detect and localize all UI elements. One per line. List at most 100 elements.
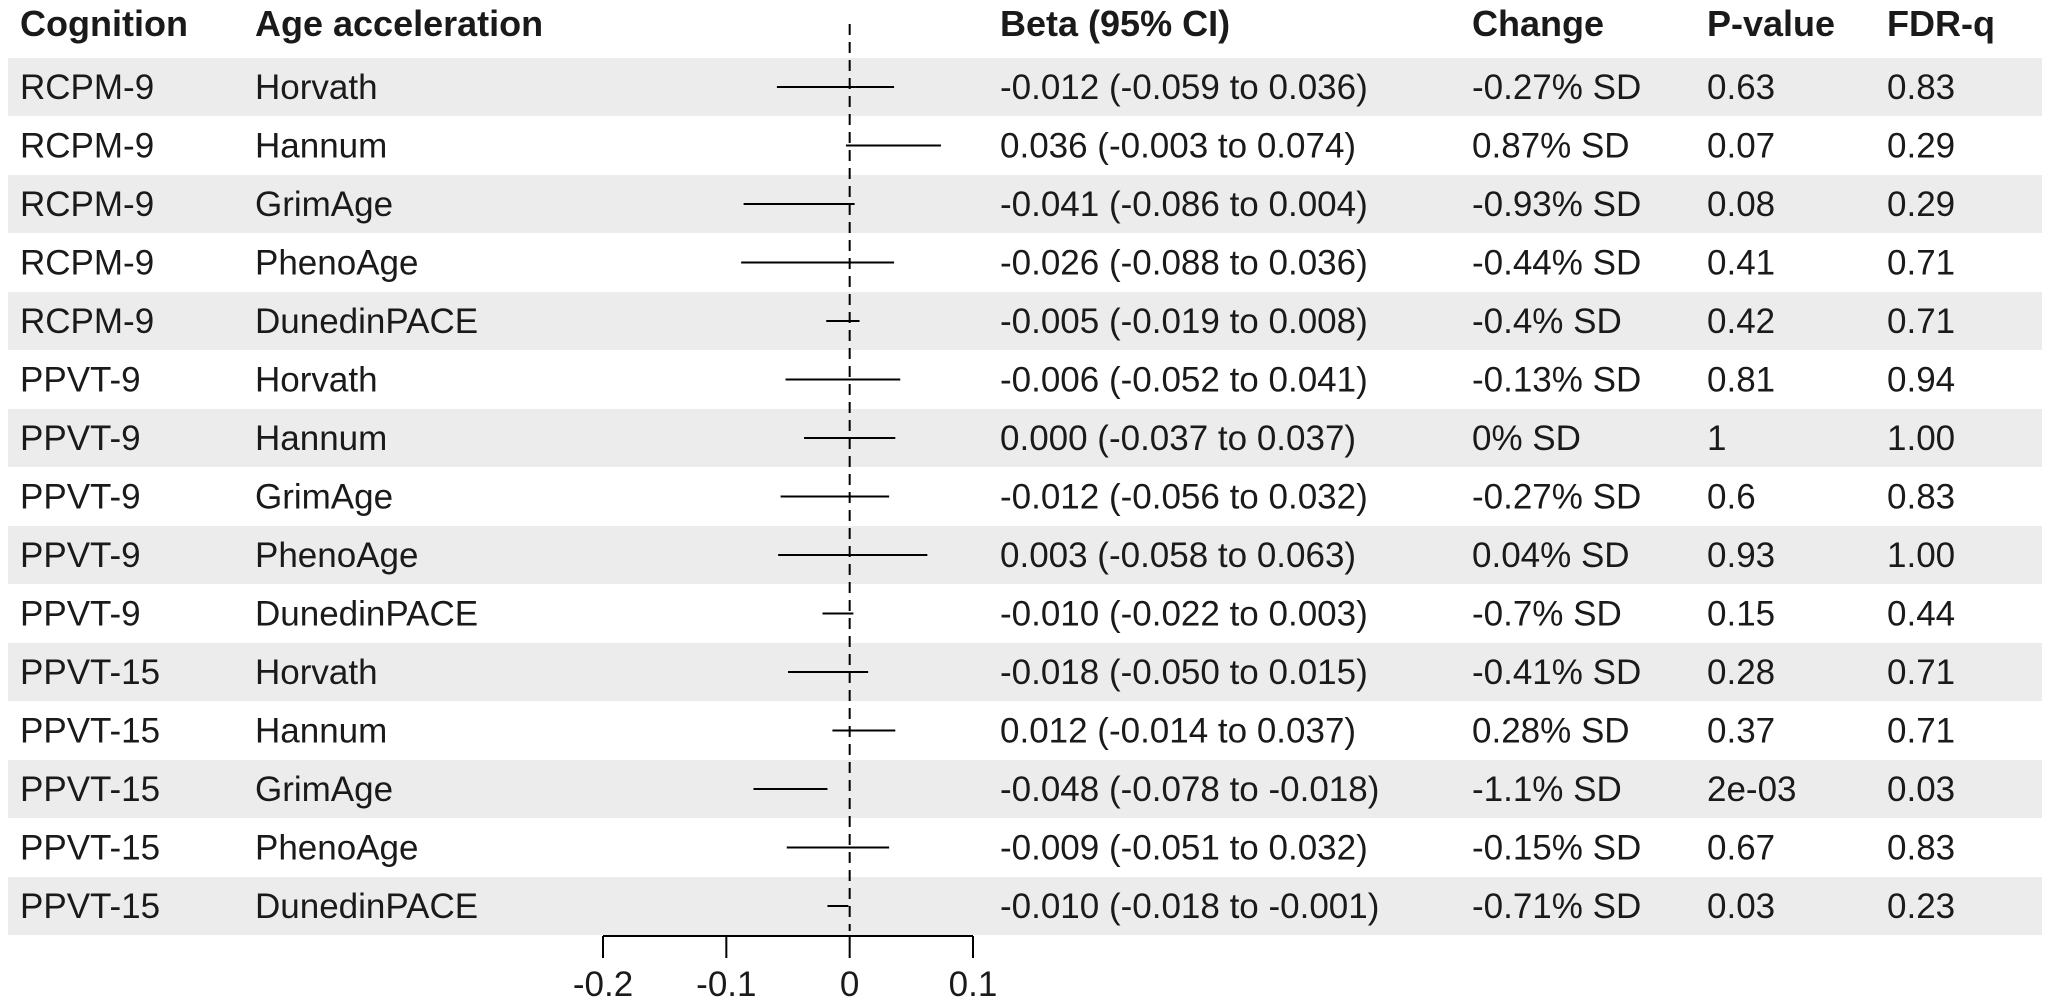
row-stripe: [8, 760, 2042, 818]
beta-ci-cell: -0.012 (-0.056 to 0.032): [1000, 478, 1368, 517]
header-cognition: Cognition: [20, 3, 188, 44]
header-change: Change: [1472, 3, 1604, 44]
beta-ci-cell: -0.006 (-0.052 to 0.041): [1000, 361, 1368, 400]
change-cell: -0.4% SD: [1472, 302, 1622, 341]
fdr-q-cell: 0.94: [1887, 361, 1955, 400]
change-cell: 0.04% SD: [1472, 536, 1630, 575]
beta-ci-cell: -0.012 (-0.059 to 0.036): [1000, 68, 1368, 107]
cognition-cell: PPVT-15: [20, 770, 160, 809]
table-row: PPVT-9 GrimAge -0.012 (-0.056 to 0.032) -0.…: [20, 478, 1955, 517]
beta-ci-cell: 0.012 (-0.014 to 0.037): [1000, 712, 1356, 751]
age-acceleration-cell: PhenoAge: [255, 536, 418, 575]
p-value-cell: 0.41: [1707, 244, 1775, 283]
cognition-cell: PPVT-9: [20, 536, 141, 575]
fdr-q-cell: 0.71: [1887, 302, 1955, 341]
p-value-cell: 0.07: [1707, 127, 1775, 166]
table-row: PPVT-9 PhenoAge 0.003 (-0.058 to 0.063) 0.0…: [20, 536, 1955, 575]
cognition-cell: RCPM-9: [20, 68, 154, 107]
cognition-cell: PPVT-15: [20, 712, 160, 751]
x-tick-label: -0.1: [696, 965, 756, 1004]
fdr-q-cell: 0.83: [1887, 478, 1955, 517]
change-cell: -0.93% SD: [1472, 185, 1641, 224]
change-cell: 0.28% SD: [1472, 712, 1630, 751]
cognition-cell: PPVT-9: [20, 361, 141, 400]
beta-ci-cell: -0.005 (-0.019 to 0.008): [1000, 302, 1368, 341]
fdr-q-cell: 0.71: [1887, 653, 1955, 692]
p-value-cell: 0.15: [1707, 595, 1775, 634]
fdr-q-cell: 0.29: [1887, 127, 1955, 166]
beta-ci-cell: -0.018 (-0.050 to 0.015): [1000, 653, 1368, 692]
table-row: RCPM-9 DunedinPACE -0.005 (-0.019 to 0.008…: [20, 302, 1955, 341]
row-stripe: [8, 877, 2042, 935]
table-row: PPVT-15 Horvath -0.018 (-0.050 to 0.015) -0…: [20, 653, 1955, 692]
table-row: PPVT-9 DunedinPACE -0.010 (-0.022 to 0.003…: [20, 595, 1955, 634]
cognition-cell: RCPM-9: [20, 127, 154, 166]
row-stripe: [8, 292, 2042, 350]
fdr-q-cell: 0.83: [1887, 68, 1955, 107]
p-value-cell: 0.08: [1707, 185, 1775, 224]
table-row: PPVT-9 Horvath -0.006 (-0.052 to 0.041) -0.…: [20, 361, 1955, 400]
beta-ci-cell: 0.000 (-0.037 to 0.037): [1000, 419, 1356, 458]
fdr-q-cell: 1.00: [1887, 536, 1955, 575]
table-row: PPVT-15 GrimAge -0.048 (-0.078 to -0.018) -…: [20, 770, 1955, 809]
table-row: RCPM-9 GrimAge -0.041 (-0.086 to 0.004) -0.…: [20, 185, 1955, 224]
age-acceleration-cell: DunedinPACE: [255, 302, 478, 341]
change-cell: -0.15% SD: [1472, 829, 1641, 868]
row-stripe: [8, 409, 2042, 467]
cognition-cell: PPVT-15: [20, 653, 160, 692]
change-cell: -0.13% SD: [1472, 361, 1641, 400]
p-value-cell: 0.03: [1707, 887, 1775, 926]
cognition-cell: RCPM-9: [20, 302, 154, 341]
row-stripe: [8, 643, 2042, 701]
beta-ci-cell: -0.041 (-0.086 to 0.004): [1000, 185, 1368, 224]
table-row: PPVT-15 PhenoAge -0.009 (-0.051 to 0.032) -…: [20, 829, 1955, 868]
age-acceleration-cell: GrimAge: [255, 185, 393, 224]
age-acceleration-cell: DunedinPACE: [255, 887, 478, 926]
beta-ci-cell: -0.026 (-0.088 to 0.036): [1000, 244, 1368, 283]
header-p-value: P-value: [1707, 3, 1835, 44]
header-beta: Beta (95% CI): [1000, 3, 1230, 44]
beta-ci-cell: 0.003 (-0.058 to 0.063): [1000, 536, 1356, 575]
row-stripe: [8, 58, 2042, 116]
table-row: RCPM-9 PhenoAge -0.026 (-0.088 to 0.036) -0…: [20, 244, 1955, 283]
beta-ci-cell: 0.036 (-0.003 to 0.074): [1000, 127, 1356, 166]
fdr-q-cell: 0.03: [1887, 770, 1955, 809]
age-acceleration-cell: PhenoAge: [255, 244, 418, 283]
p-value-cell: 2e-03: [1707, 770, 1797, 809]
fdr-q-cell: 0.71: [1887, 244, 1955, 283]
beta-ci-cell: -0.009 (-0.051 to 0.032): [1000, 829, 1368, 868]
row-stripe: [8, 526, 2042, 584]
header-row: Cognition Age acceleration Beta (95% CI)…: [20, 3, 1995, 44]
cognition-cell: PPVT-15: [20, 829, 160, 868]
age-acceleration-cell: PhenoAge: [255, 829, 418, 868]
p-value-cell: 0.6: [1707, 478, 1756, 517]
row-stripe: [8, 175, 2042, 233]
beta-ci-cell: -0.048 (-0.078 to -0.018): [1000, 770, 1379, 809]
p-value-cell: 0.93: [1707, 536, 1775, 575]
change-cell: -0.7% SD: [1472, 595, 1622, 634]
fdr-q-cell: 0.23: [1887, 887, 1955, 926]
p-value-cell: 1: [1707, 419, 1726, 458]
age-acceleration-cell: Horvath: [255, 361, 378, 400]
table-row: PPVT-15 Hannum 0.012 (-0.014 to 0.037) 0.28…: [20, 712, 1955, 751]
p-value-cell: 0.81: [1707, 361, 1775, 400]
x-tick-label: 0: [840, 965, 859, 1004]
change-cell: -0.27% SD: [1472, 478, 1641, 517]
table-row: RCPM-9 Horvath -0.012 (-0.059 to 0.036) -0.…: [20, 68, 1955, 107]
plot-marks: [741, 24, 941, 931]
row-stripes: [8, 58, 2042, 935]
fdr-q-cell: 0.29: [1887, 185, 1955, 224]
beta-ci-cell: -0.010 (-0.022 to 0.003): [1000, 595, 1368, 634]
age-acceleration-cell: Horvath: [255, 68, 378, 107]
change-cell: 0.87% SD: [1472, 127, 1630, 166]
age-acceleration-cell: Hannum: [255, 712, 387, 751]
fdr-q-cell: 0.44: [1887, 595, 1955, 634]
change-cell: -0.71% SD: [1472, 887, 1641, 926]
beta-ci-cell: -0.010 (-0.018 to -0.001): [1000, 887, 1379, 926]
p-value-cell: 0.37: [1707, 712, 1775, 751]
age-acceleration-cell: GrimAge: [255, 478, 393, 517]
cognition-cell: RCPM-9: [20, 185, 154, 224]
fdr-q-cell: 0.83: [1887, 829, 1955, 868]
age-acceleration-cell: Hannum: [255, 127, 387, 166]
